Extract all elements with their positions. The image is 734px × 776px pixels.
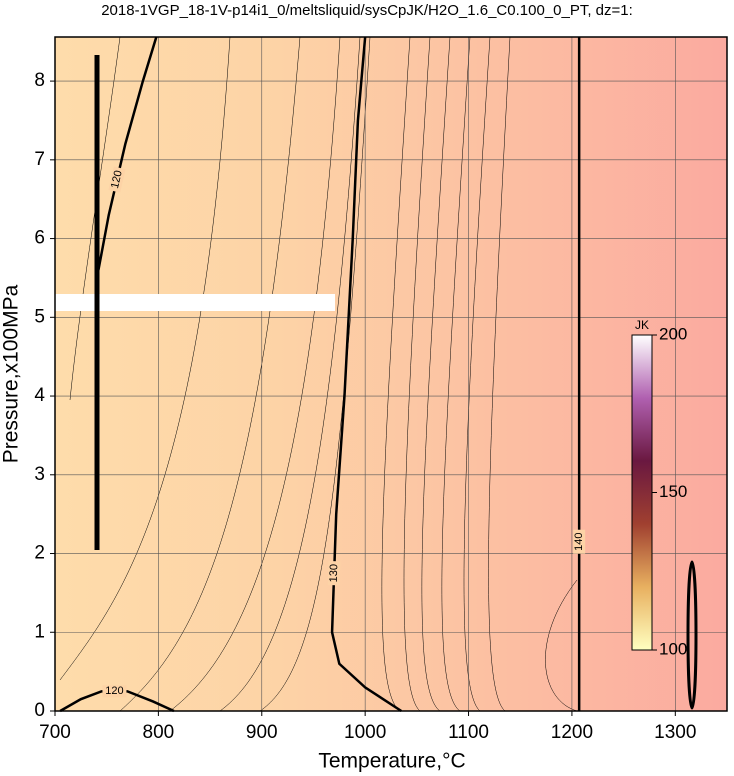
contour-label: 130	[328, 564, 341, 583]
colorbar-label: JK	[635, 318, 649, 332]
plot-frame	[54, 36, 728, 712]
colorbar	[631, 334, 653, 651]
contour-line	[330, 36, 403, 713]
y-tick-label: 4	[34, 385, 45, 406]
x-axis-label: Temperature,°C	[318, 750, 465, 773]
contour-label: 120	[109, 169, 125, 190]
missing-data-band	[55, 294, 335, 311]
x-tick-label: 1000	[344, 722, 386, 743]
contour-label-bg	[327, 561, 341, 586]
contour-label: 140	[573, 533, 585, 551]
contour-line	[97, 36, 158, 271]
x-tick-label: 1300	[654, 722, 696, 743]
dense-contours	[686, 560, 698, 710]
contour-label-bg	[102, 685, 127, 698]
y-tick-label: 1	[34, 621, 45, 642]
x-tick-label: 1100	[448, 722, 489, 743]
y-tick-label: 0	[34, 700, 45, 721]
colorbar-tick-label: 100	[659, 639, 687, 658]
y-axis-label: Pressure,x100MPa	[0, 284, 23, 463]
chart-title: 2018-1VGP_18-1V-p14i1_0/meltsliquid/sysC…	[101, 2, 633, 19]
x-tick-label: 800	[143, 722, 175, 743]
x-tick-label: 900	[246, 722, 278, 743]
y-tick-label: 7	[34, 149, 45, 170]
y-tick-label: 6	[34, 228, 45, 249]
colorbar-tick-label: 200	[659, 324, 687, 343]
colorbar-tick-label: 150	[659, 482, 687, 501]
contour-label-bg	[108, 166, 126, 193]
x-tick-label: 1200	[551, 722, 593, 743]
y-tick-label: 5	[34, 306, 45, 327]
contour-label-bg	[573, 529, 586, 554]
y-tick-label: 2	[34, 543, 45, 564]
x-tick-label: 700	[39, 722, 71, 743]
plot-background	[55, 37, 727, 711]
contour-label: 120	[105, 685, 123, 697]
y-tick-label: 3	[34, 464, 45, 485]
minor-contours	[59, 36, 578, 712]
y-tick-label: 8	[34, 70, 45, 91]
